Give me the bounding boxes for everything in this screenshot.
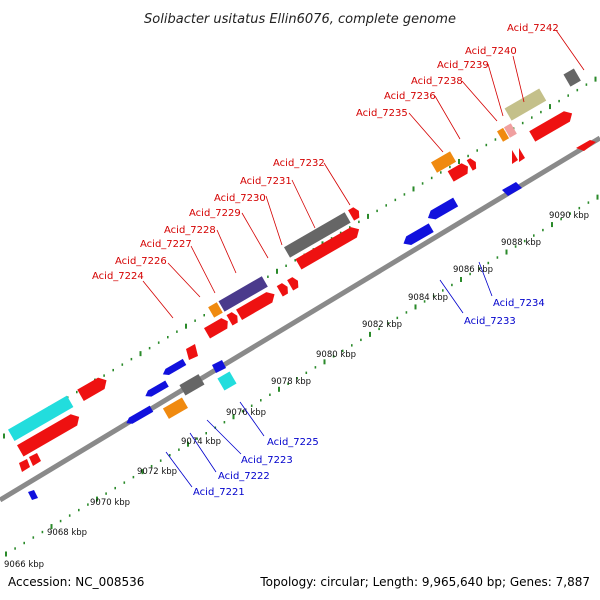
gene-purple[interactable]	[218, 276, 268, 312]
gene-label[interactable]: Acid_7222	[218, 471, 270, 482]
kbp-label: 9078 kbp	[271, 377, 311, 387]
kbp-label: 9076 kbp	[226, 408, 266, 418]
gene-red[interactable]	[186, 344, 198, 360]
gene-label[interactable]: Acid_7242	[507, 23, 559, 34]
gene-label[interactable]: Acid_7231	[240, 176, 292, 187]
gene-red[interactable]	[17, 411, 82, 457]
gene-khaki[interactable]	[504, 88, 547, 121]
gene-orange[interactable]	[431, 151, 457, 173]
gene-orange[interactable]	[208, 302, 223, 318]
gene-red[interactable]	[519, 148, 525, 162]
gene-red[interactable]	[512, 150, 518, 164]
gene-label[interactable]: Acid_7227	[140, 239, 192, 250]
gene-blue[interactable]	[28, 490, 38, 500]
gene-red[interactable]	[287, 276, 301, 291]
gene-label[interactable]: Acid_7238	[411, 76, 463, 87]
gene-red[interactable]	[348, 206, 362, 221]
gene-red[interactable]	[466, 157, 479, 171]
gene-label[interactable]: Acid_7239	[437, 60, 489, 71]
kbp-label: 9080 kbp	[316, 350, 356, 360]
gene-cyan[interactable]	[217, 371, 237, 391]
gene-label[interactable]: Acid_7223	[241, 455, 293, 466]
kbp-label: 9082 kbp	[362, 320, 402, 330]
forward-strand-genes	[8, 68, 596, 472]
gene-cyan[interactable]	[8, 395, 74, 441]
gene-label[interactable]: Acid_7235	[356, 108, 408, 119]
gene-orange[interactable]	[162, 397, 188, 419]
gene-label[interactable]: Acid_7229	[189, 208, 241, 219]
topology-text: Topology: circular; Length: 9,965,640 bp…	[259, 575, 590, 589]
gene-red[interactable]	[29, 453, 41, 466]
gene-gray[interactable]	[179, 374, 205, 396]
gene-blue[interactable]	[502, 182, 522, 196]
gene-gray[interactable]	[284, 212, 351, 258]
gene-label[interactable]: Acid_7226	[115, 256, 167, 267]
kbp-label: 9084 kbp	[408, 293, 448, 303]
genome-backbone	[0, 135, 600, 503]
gene-label[interactable]: Acid_7233	[464, 316, 516, 327]
kbp-label: 9072 kbp	[137, 467, 177, 477]
gene-label[interactable]: Acid_7236	[384, 91, 436, 102]
gene-label[interactable]: Acid_7240	[465, 46, 517, 57]
lower-gene-labels: Acid_7221 Acid_7222 Acid_7223 Acid_7225 …	[165, 261, 545, 498]
lower-tick-row	[5, 194, 599, 557]
gene-red[interactable]	[529, 108, 575, 142]
gene-label[interactable]: Acid_7230	[214, 193, 266, 204]
kbp-scale: 9066 kbp 9068 kbp 9070 kbp 9072 kbp 9074…	[4, 211, 589, 570]
reverse-strand-genes	[28, 182, 522, 500]
gene-red[interactable]	[447, 161, 471, 182]
gene-red[interactable]	[236, 289, 278, 320]
gene-label[interactable]: Acid_7234	[493, 298, 545, 309]
map-title: Solibacter usitatus Ellin6076, complete …	[144, 12, 456, 27]
gene-blue[interactable]	[401, 223, 434, 248]
gene-blue[interactable]	[425, 197, 459, 223]
kbp-label: 9070 kbp	[90, 498, 130, 508]
gene-blue[interactable]	[212, 360, 226, 373]
kbp-label: 9088 kbp	[501, 238, 541, 248]
gene-label[interactable]: Acid_7232	[273, 158, 325, 169]
gene-blue[interactable]	[161, 358, 187, 378]
gene-label[interactable]: Acid_7225	[267, 437, 319, 448]
kbp-label: 9068 kbp	[47, 528, 87, 538]
kbp-label: 9090 kbp	[549, 211, 589, 221]
gene-red[interactable]	[276, 282, 291, 297]
gene-red[interactable]	[226, 311, 241, 326]
gene-label[interactable]: Acid_7224	[92, 271, 144, 282]
kbp-label: 9074 kbp	[181, 437, 221, 447]
kbp-label: 9086 kbp	[453, 265, 493, 275]
gene-label[interactable]: Acid_7221	[193, 487, 245, 498]
gene-pink[interactable]	[503, 123, 517, 138]
gene-red[interactable]	[295, 224, 362, 270]
gene-red[interactable]	[576, 140, 596, 151]
gene-red[interactable]	[204, 316, 231, 339]
gene-blue[interactable]	[125, 405, 154, 427]
gene-label[interactable]: Acid_7228	[164, 225, 216, 236]
accession-text: Accession: NC_008536	[8, 575, 144, 589]
upper-gene-labels: Acid_7224 Acid_7226 Acid_7227 Acid_7228 …	[92, 23, 585, 319]
gene-red[interactable]	[77, 375, 109, 401]
gene-orange[interactable]	[497, 127, 510, 142]
gene-gray[interactable]	[563, 68, 581, 87]
kbp-label: 9066 kbp	[4, 560, 44, 570]
gene-red[interactable]	[19, 459, 30, 472]
gene-blue[interactable]	[144, 380, 169, 400]
